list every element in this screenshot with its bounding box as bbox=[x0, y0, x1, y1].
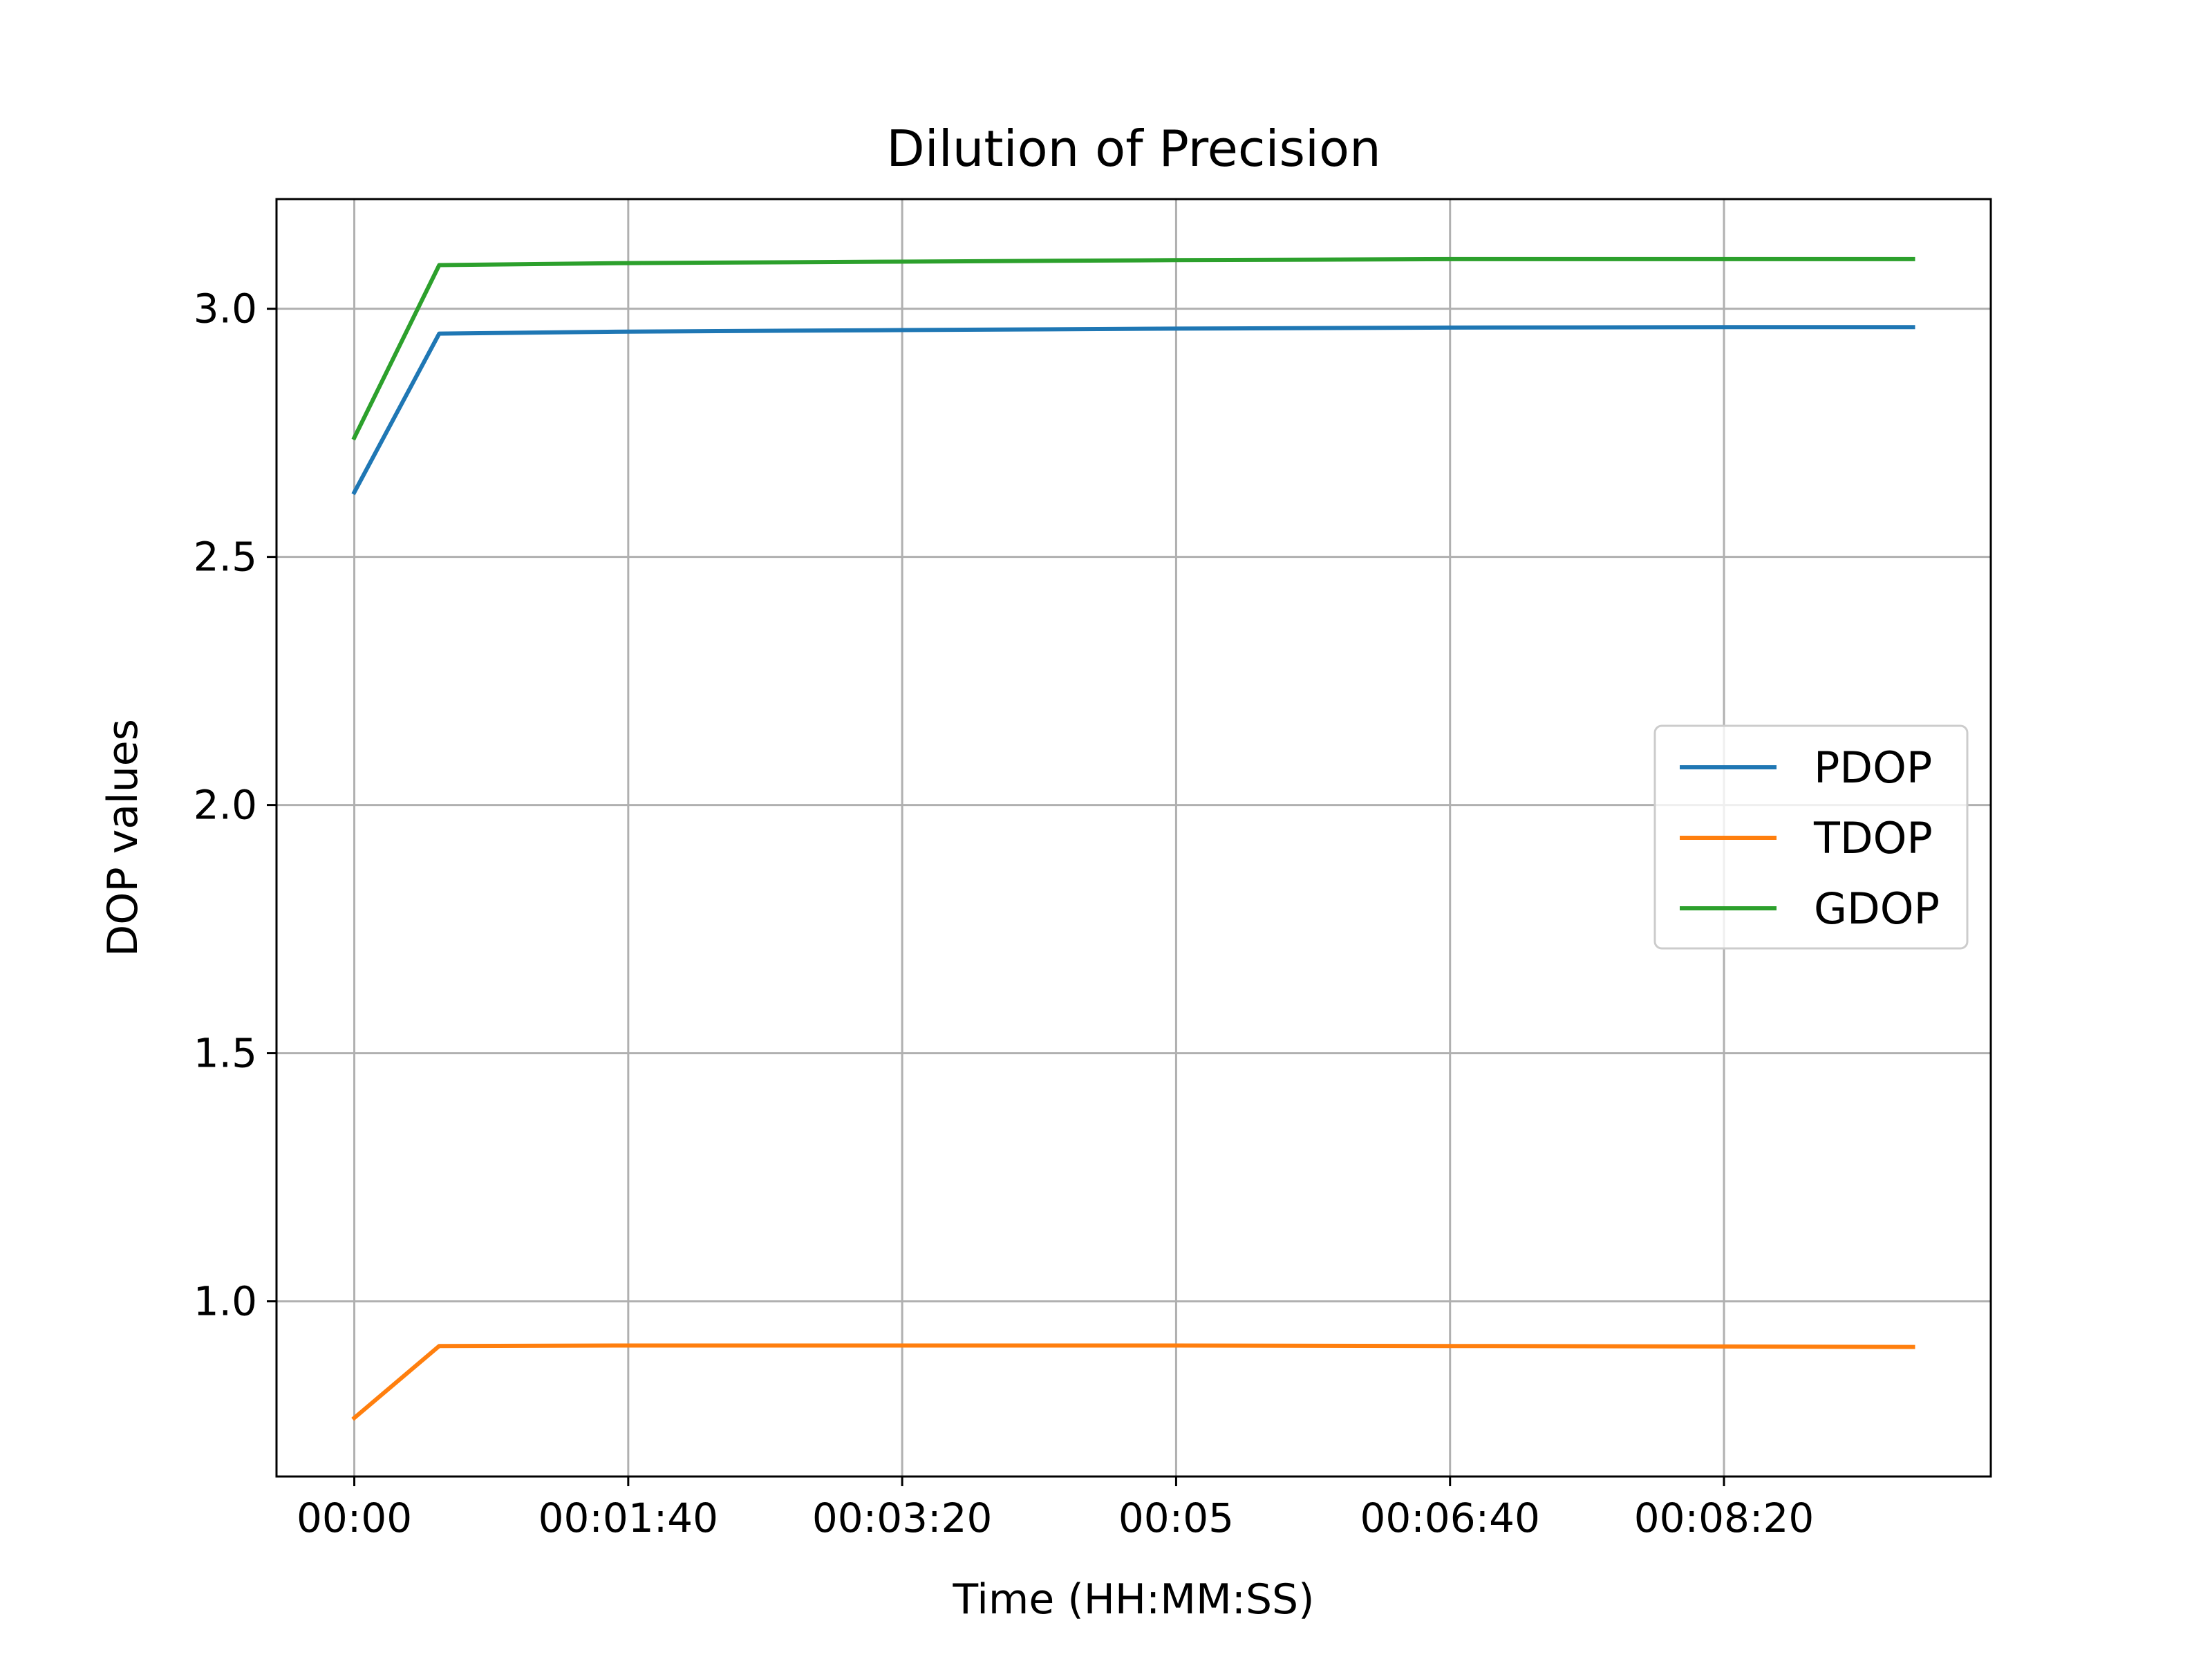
x-axis-label: Time (HH:MM:SS) bbox=[952, 1575, 1314, 1624]
y-axis-label: DOP values bbox=[99, 719, 147, 957]
ticks: 00:00 00:01:40 00:03:20 00:05 00:06:40 00:08:… bbox=[194, 285, 1815, 1541]
y-tick-label: 1.0 bbox=[194, 1278, 257, 1325]
series-line-gdop bbox=[351, 256, 1915, 441]
x-tick-label: 00:08:20 bbox=[1634, 1494, 1815, 1541]
series-line-pdop bbox=[351, 325, 1915, 496]
legend: PDOP TDOP GDOP bbox=[1653, 724, 1969, 950]
legend-label-pdop: PDOP bbox=[1814, 742, 1932, 793]
legend-box bbox=[1653, 724, 1969, 950]
grid bbox=[276, 199, 1991, 1477]
x-tick-label: 00:00 bbox=[297, 1494, 412, 1541]
y-tick-label: 3.0 bbox=[194, 285, 257, 332]
plot-frame bbox=[275, 198, 1992, 1478]
y-tick-label: 2.5 bbox=[194, 534, 257, 581]
chart-title: Dilution of Precision bbox=[886, 120, 1380, 178]
y-tick-label: 2.0 bbox=[194, 782, 257, 829]
x-tick-label: 00:01:40 bbox=[538, 1494, 719, 1541]
series-line-tdop bbox=[351, 1343, 1915, 1421]
series-layer bbox=[351, 256, 1915, 1421]
x-tick-label: 00:03:20 bbox=[812, 1494, 993, 1541]
legend-label-tdop: TDOP bbox=[1813, 813, 1933, 863]
x-tick-label: 00:06:40 bbox=[1360, 1494, 1540, 1541]
x-tick-label: 00:05 bbox=[1118, 1494, 1234, 1541]
legend-label-gdop: GDOP bbox=[1814, 883, 1940, 934]
y-tick-label: 1.5 bbox=[194, 1030, 257, 1077]
